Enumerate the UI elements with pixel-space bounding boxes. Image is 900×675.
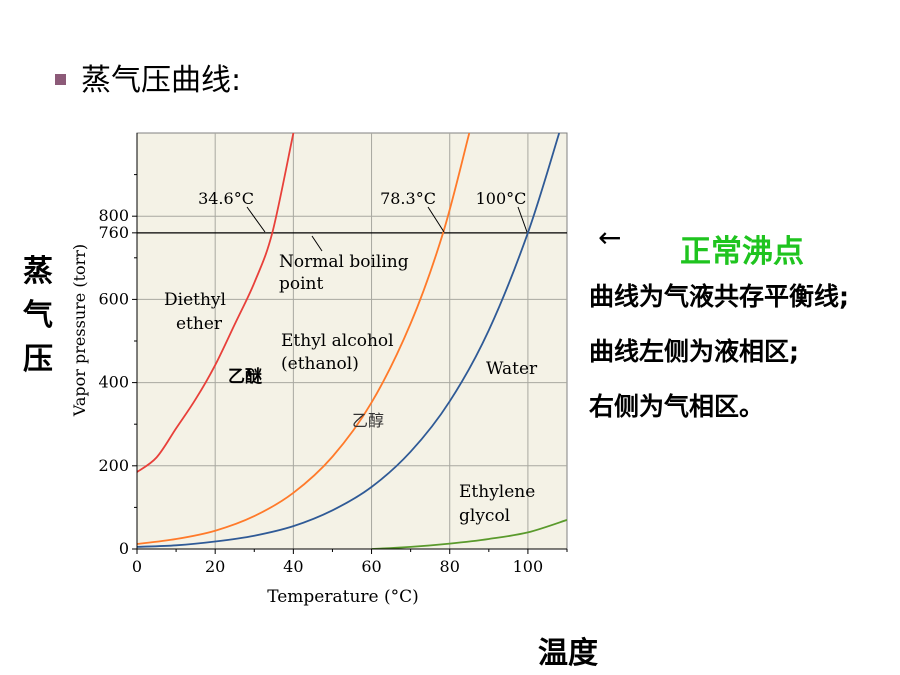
series-line-diethyl-ether xyxy=(137,133,295,473)
series-label-ethylene: Ethylene xyxy=(459,482,535,502)
x-axis-title: Temperature (°C) xyxy=(267,587,419,607)
bp-label-water: 100°C xyxy=(476,189,527,208)
bp-pointer-water xyxy=(517,206,528,233)
y-axis-label-cn: 蒸 气 压 xyxy=(18,250,58,382)
y-tick-label: 760 xyxy=(98,223,129,242)
left-arrow-icon: ← xyxy=(598,221,622,254)
series-label-ethanol: (ethanol) xyxy=(281,354,359,374)
normal-bp-pointer xyxy=(311,235,323,252)
series-label-glycol: glycol xyxy=(459,506,510,526)
series-label-ethyl-alcohol: Ethyl alcohol xyxy=(281,331,394,351)
annotation-ethanol-cn: 乙醇 xyxy=(352,411,384,430)
normal-bp-label-1: Normal boiling xyxy=(279,252,409,272)
y-label-char-1: 蒸 xyxy=(23,254,53,289)
y-label-char-2: 气 xyxy=(23,298,53,333)
x-tick-label: 0 xyxy=(132,557,142,576)
bp-label-ether: 34.6°C xyxy=(198,189,254,208)
x-tick-label: 40 xyxy=(283,557,303,576)
plot-area xyxy=(136,132,568,550)
bp-pointer-ethanol xyxy=(427,206,445,233)
annotation-ether-cn: 乙醚 xyxy=(228,366,262,387)
bp-pointer-ether xyxy=(246,206,266,233)
y-label-char-3: 压 xyxy=(23,342,53,377)
grid-layer xyxy=(137,133,567,549)
bp-label-ethanol: 78.3°C xyxy=(380,189,436,208)
x-tick-label: 80 xyxy=(440,557,460,576)
y-tick-label: 200 xyxy=(98,456,129,475)
x-tick-label: 60 xyxy=(361,557,381,576)
x-tick-label: 100 xyxy=(513,557,544,576)
bullet-square xyxy=(55,73,66,85)
normal-bp-label-2: point xyxy=(279,274,324,294)
note-line-2: 曲线左侧为液相区; xyxy=(589,337,799,366)
y-axis-title: Vapor pressure (torr) xyxy=(70,244,89,417)
series-line-ethylene-glycol xyxy=(371,519,567,549)
slide-title-row: 蒸气压曲线: xyxy=(55,55,241,99)
y-tick-label: 0 xyxy=(119,539,129,558)
x-axis-label-cn: 温度 xyxy=(538,636,598,671)
normal-boiling-point-label: 正常沸点 xyxy=(680,234,804,270)
note-line-3: 右侧为气相区。 xyxy=(589,392,765,421)
series-line-water xyxy=(137,133,561,548)
y-tick-label: 400 xyxy=(98,373,129,392)
note-line-1: 曲线为气液共存平衡线; xyxy=(589,282,849,311)
series-label-ether: ether xyxy=(176,314,223,334)
y-tick-label: 800 xyxy=(98,206,129,225)
series-line-ethyl-alcohol-ethanol xyxy=(137,133,471,545)
y-tick-label: 600 xyxy=(98,289,129,308)
x-tick-label: 20 xyxy=(205,557,225,576)
slide-title: 蒸气压曲线: xyxy=(81,63,242,98)
series-layer xyxy=(137,133,567,549)
series-label-water: Water xyxy=(486,359,538,379)
series-label-diethyl: Diethyl xyxy=(164,290,226,310)
